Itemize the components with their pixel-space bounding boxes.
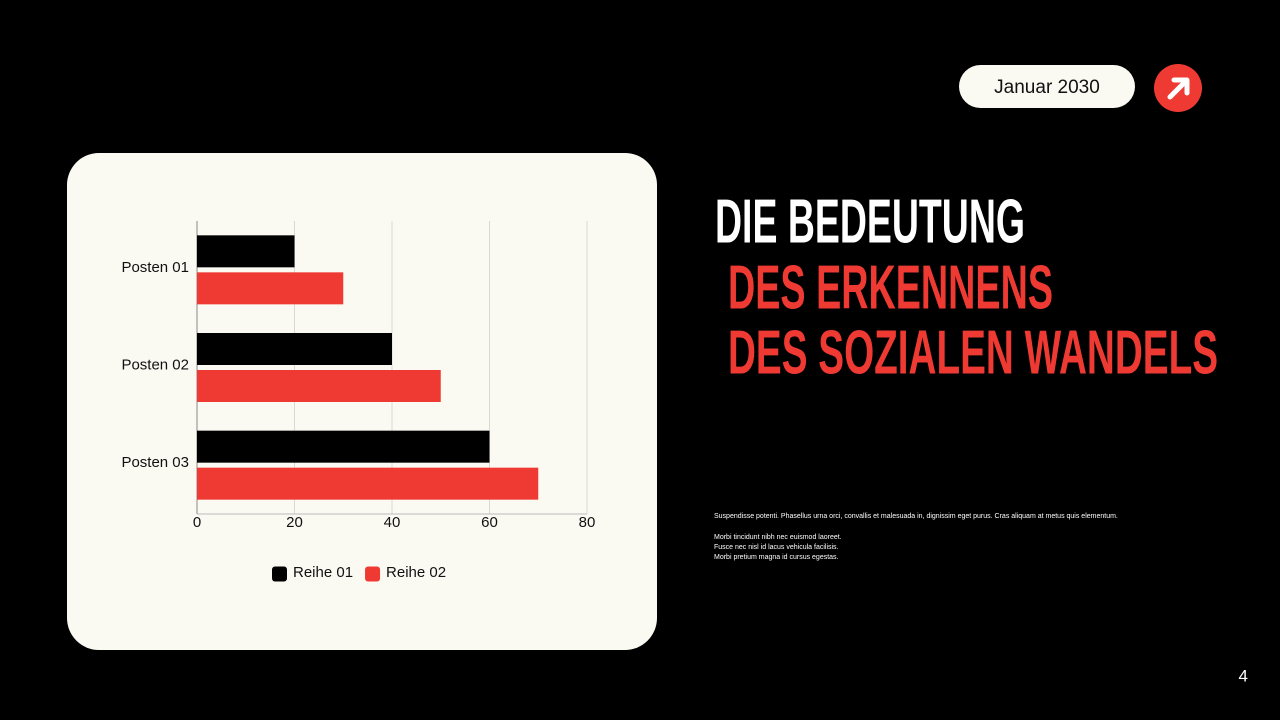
legend-swatch (365, 566, 381, 582)
bar (197, 333, 392, 365)
bar (197, 235, 295, 268)
x-tick-label: 40 (384, 514, 401, 531)
x-tick-label: 80 (579, 514, 596, 531)
body-text: Fusce nec nisl id lacus vehicula facilis… (714, 544, 839, 551)
y-tick-label: Posten 03 (121, 454, 189, 471)
legend-swatch (272, 566, 287, 582)
bar (197, 430, 490, 463)
body-text: Morbi tincidunt nibh nec euismod laoreet… (714, 534, 842, 541)
y-tick-label: Posten 02 (121, 356, 189, 373)
title-line: DES SOZIALEN WANDELS (728, 318, 1218, 387)
bar (197, 370, 441, 402)
arrow-icon (1167, 77, 1190, 100)
body-text: Suspendisse potenti. Phasellus urna orci… (714, 513, 1118, 520)
bar (197, 272, 344, 305)
legend-label: Reihe 01 (293, 564, 353, 581)
date-pill (959, 65, 1135, 108)
x-tick-label: 60 (481, 514, 498, 531)
legend-label: Reihe 02 (386, 564, 446, 581)
body-text: Morbi pretium magna id cursus egestas. (714, 554, 839, 561)
title-line: DES ERKENNENS (728, 253, 1053, 322)
y-tick-label: Posten 01 (121, 259, 189, 276)
title-line: DIE BEDEUTUNG (715, 187, 1025, 256)
x-tick-label: 0 (193, 514, 201, 531)
x-tick-label: 20 (286, 514, 303, 531)
page-number: 4 (1239, 666, 1248, 685)
date: Januar 2030 (994, 77, 1100, 98)
bar (197, 467, 539, 500)
